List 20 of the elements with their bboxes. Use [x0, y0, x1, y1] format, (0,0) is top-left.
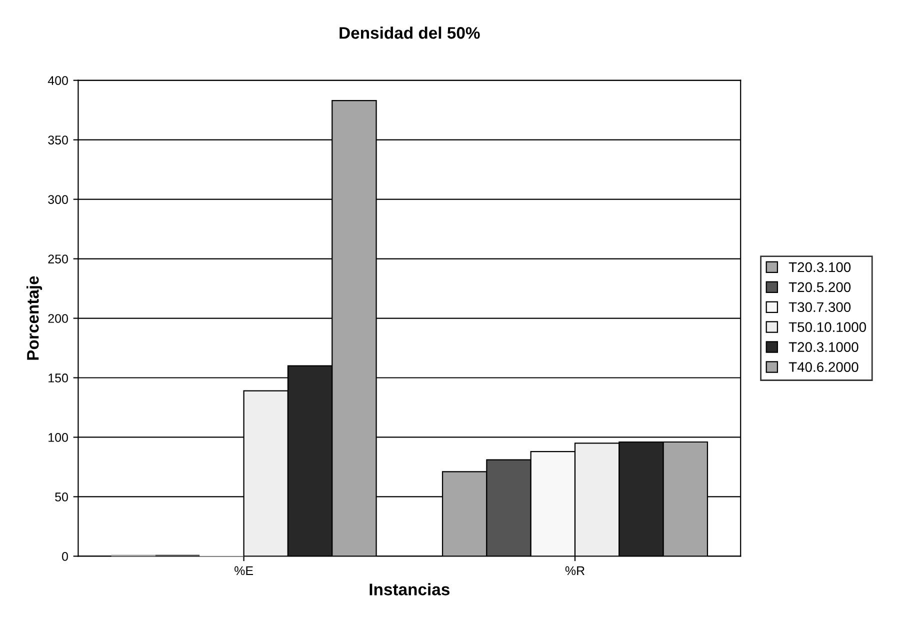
legend-label: T20.5.200 [788, 282, 851, 292]
y-axis-title: Porcentaje [26, 276, 42, 360]
x-axis-title: Instancias [370, 583, 450, 596]
y-tick-label: 0 [62, 552, 68, 561]
y-tick-label: 100 [48, 433, 68, 442]
y-tick-label: 350 [48, 136, 68, 144]
y-tick-label: 400 [48, 76, 68, 85]
y-tick-label: 50 [55, 492, 68, 502]
y-tick-label: 150 [48, 374, 68, 382]
y-tick-label: 200 [48, 314, 68, 323]
x-tick-label: %E [234, 566, 253, 576]
legend-label: T20.3.100 [788, 262, 851, 272]
y-tick-label: 250 [48, 254, 68, 264]
chart-title: Densidad del 50% [340, 26, 480, 39]
legend-label: T40.6.2000 [788, 362, 858, 372]
y-tick-label: 300 [48, 195, 68, 204]
x-tick-label: %R [565, 566, 584, 576]
legend-label: T20.3.1000 [788, 342, 858, 352]
legend-label: T30.7.300 [788, 302, 851, 312]
legend-label: T50.10.1000 [788, 322, 866, 332]
